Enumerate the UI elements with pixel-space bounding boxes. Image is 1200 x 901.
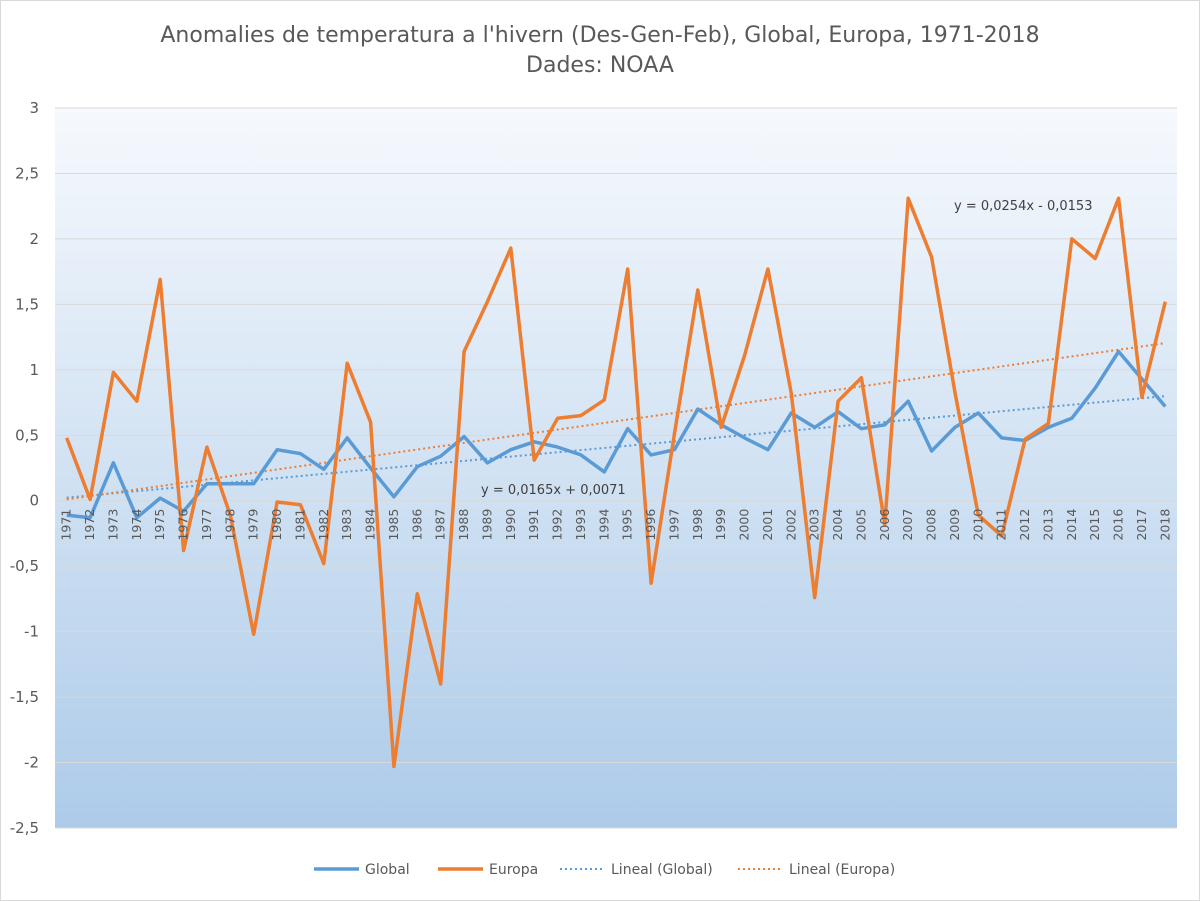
x-tick-label: 1998 [690, 509, 705, 541]
x-tick-label: 1982 [316, 509, 331, 541]
plot-area [55, 108, 1177, 828]
x-tick-label: 1983 [339, 509, 354, 541]
x-tick-label: 2014 [1064, 509, 1079, 541]
x-tick-label: 1978 [222, 509, 237, 541]
y-tick-label: -0,5 [10, 557, 39, 575]
x-tick-label: 2008 [924, 509, 939, 541]
y-tick-label: 0 [29, 492, 39, 510]
x-tick-label: 1989 [479, 509, 494, 541]
x-tick-label: 2006 [877, 509, 892, 541]
x-tick-label: 2007 [900, 509, 915, 541]
x-tick-label: 2000 [737, 509, 752, 541]
chart-title: Anomalies de temperatura a l'hivern (Des… [160, 23, 1040, 48]
x-tick-label: 1974 [129, 509, 144, 541]
x-tick-label: 2005 [853, 509, 868, 541]
x-tick-label: 1976 [176, 509, 191, 541]
x-tick-label: 2013 [1040, 509, 1055, 541]
x-tick-label: 1993 [573, 509, 588, 541]
x-tick-label: 1979 [246, 509, 261, 541]
x-tick-label: 1994 [596, 509, 611, 541]
x-tick-label: 1991 [526, 509, 541, 541]
legend-trend-europa-label: Lineal (Europa) [789, 862, 895, 878]
x-tick-label: 1984 [363, 509, 378, 541]
x-tick-label: 1999 [713, 509, 728, 541]
x-tick-label: 1973 [105, 509, 120, 541]
y-tick-label: -1,5 [10, 688, 39, 706]
x-tick-label: 2010 [970, 509, 985, 541]
x-tick-label: 1972 [82, 509, 97, 541]
x-tick-label: 2017 [1134, 509, 1149, 541]
x-tick-label: 1996 [643, 509, 658, 541]
chart-subtitle: Dades: NOAA [526, 53, 674, 78]
x-tick-label: 1975 [152, 509, 167, 541]
y-tick-label: -2,5 [10, 819, 39, 837]
x-tick-label: 1992 [550, 509, 565, 541]
x-tick-label: 1987 [433, 509, 448, 541]
x-tick-label: 1977 [199, 509, 214, 541]
x-tick-label: 1985 [386, 509, 401, 541]
legend-europa-label: Europa [489, 862, 538, 878]
x-tick-label: 1997 [666, 509, 681, 541]
y-tick-label: 3 [29, 99, 39, 117]
trendline-equation-europa: y = 0,0254x - 0,0153 [954, 199, 1092, 214]
y-tick-label: 2,5 [15, 164, 39, 182]
x-tick-label: 2011 [994, 509, 1009, 541]
x-tick-label: 2009 [947, 509, 962, 541]
x-tick-label: 1981 [292, 509, 307, 541]
trendline-equation-global: y = 0,0165x + 0,0071 [481, 483, 626, 498]
series-line-europa [65, 196, 1167, 769]
y-tick-label: -2 [24, 754, 39, 772]
x-tick-label: 2016 [1111, 509, 1126, 541]
x-tick-label: 1988 [456, 509, 471, 541]
y-tick-label: 1,5 [15, 295, 39, 313]
x-tick-label: 2012 [1017, 509, 1032, 541]
y-tick-label: 0,5 [15, 426, 39, 444]
x-tick-label: 1990 [503, 509, 518, 541]
x-tick-label: 1995 [620, 509, 635, 541]
x-tick-label: 2018 [1157, 509, 1172, 541]
y-tick-label: -1 [24, 623, 39, 641]
x-tick-label: 1986 [409, 509, 424, 541]
y-tick-label: 2 [29, 230, 39, 248]
legend-trend-global-label: Lineal (Global) [611, 862, 713, 878]
x-tick-label: 2003 [807, 509, 822, 541]
x-tick-label: 2001 [760, 509, 775, 541]
series-line-global [66, 349, 1167, 520]
x-tick-label: 1980 [269, 509, 284, 541]
legend-global-label: Global [365, 862, 410, 878]
y-tick-label: 1 [29, 361, 39, 379]
x-tick-label: 2002 [783, 509, 798, 541]
x-tick-label: 1971 [59, 509, 74, 541]
x-tick-label: 2015 [1087, 509, 1102, 541]
x-tick-label: 2004 [830, 509, 845, 541]
